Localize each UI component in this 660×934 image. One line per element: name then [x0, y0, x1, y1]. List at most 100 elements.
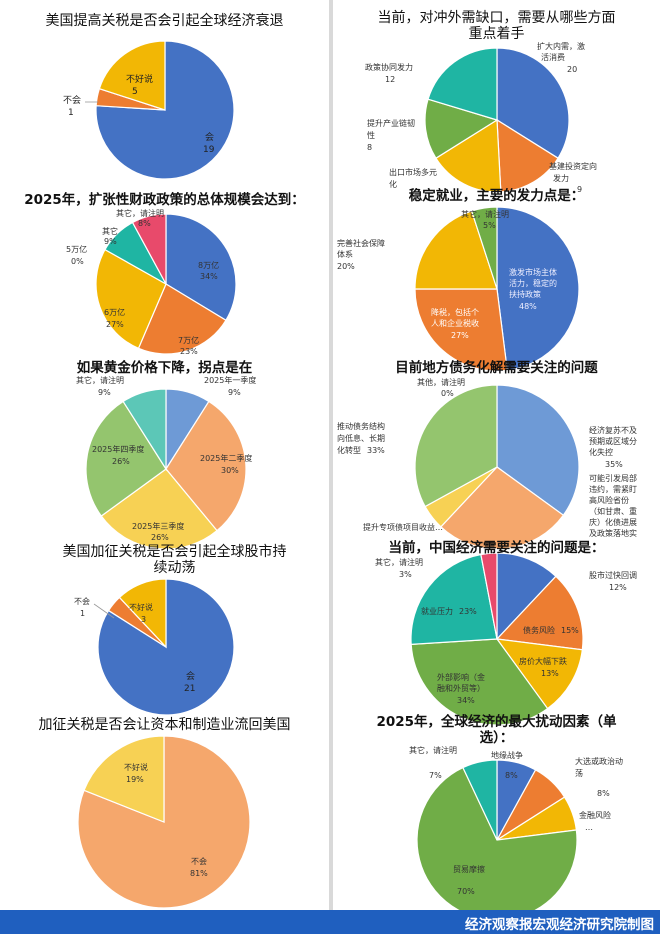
slice-label-5-0: 81% [190, 869, 208, 878]
slice-name-2-1: 7万亿 [178, 335, 199, 345]
slice-name-9-2: 房价大幅下跌 [519, 656, 567, 666]
slice-label-9-5: 3% [399, 570, 412, 579]
slice-label-9-2: 13% [541, 669, 559, 678]
slice-label-5-1: 19% [126, 775, 144, 784]
pie-slice-6-3 [424, 98, 499, 160]
slice-name-1-1: 不会 [63, 94, 81, 106]
slice-name-1-0: 会 [205, 131, 214, 143]
slice-name-6-3b: 性 [367, 130, 375, 140]
slice-label-8-0: 35% [605, 460, 623, 469]
chart-panel-5: 加征关税是否会让资本和制造业流回美国 不好说 19% 不会 81% [0, 712, 329, 910]
pie-slice-9-1 [495, 575, 584, 651]
chart-title-10: 2025年，全球经济的最大扰动因素（单选）： [376, 714, 617, 746]
slice-name-7-0b: 活力，稳定的 [509, 278, 557, 288]
pie-slice-3-3 [85, 400, 167, 517]
pie-chart-1: 不好说 5 不会 1 会 19 [63, 40, 235, 180]
slice-name-2-4: 其它 [102, 226, 118, 236]
slice-name-2-5: 其它，请注明 [116, 208, 164, 218]
slice-name-3-0: 2025年一季度 [204, 375, 256, 385]
slice-name-8-1b: 违约，需紧盯 [589, 484, 637, 494]
pie-chart-10: 其它，请注明 7% 地缘战争 8% 大选或政治动 荡 8% 金融风险 … 贸易摩… [409, 745, 623, 921]
slice-name-8-1e: 庆）化债进展 [589, 517, 637, 527]
slice-label-3-1: 30% [221, 466, 239, 475]
slice-name-6-0b: 活消费 [541, 52, 565, 62]
pie-chart-9: 其它，请注明 3% 股市过快回调 12% 就业压力 23% 债务风险 15% 房… [375, 552, 637, 726]
slice-name-5-0: 不会 [191, 856, 207, 866]
chart-title-1: 美国提高关税是否会引起全球经济衰退 [45, 13, 284, 29]
slice-label-10-3: 70% [457, 887, 475, 896]
slice-name-6-4: 政策协同发力 [365, 62, 413, 72]
slice-name-8-1a: 可能引发局部 [589, 473, 637, 483]
footer-banner: 经济观察报宏观经济研究院制图 [0, 910, 660, 934]
chart-panel-6: 当前，对冲外需缺口，需要从哪些方面重点着手 扩大内需，激 活消费 20 政策协同… [333, 0, 660, 195]
right-column: 当前，对冲外需缺口，需要从哪些方面重点着手 扩大内需，激 活消费 20 政策协同… [333, 0, 660, 921]
slice-label-2-0: 34% [200, 272, 218, 281]
slice-label-2-3: 0% [71, 257, 84, 266]
pie-chart-8: 其他，请注明 0% 推动债务结构 向低息、长期 化转型 33% 经济复苏不及 预… [337, 377, 637, 550]
chart-panel-7: 稳定就业，主要的发力点是： 其它，请注明 5% 完善社会保障 体系 20% 激发… [333, 185, 660, 372]
slice-name-10-1b: 荡 [575, 768, 583, 778]
slice-label-1-1: 1 [68, 108, 74, 118]
pie-slice-7-3 [470, 206, 498, 290]
pie-slice-7-1 [414, 288, 508, 372]
pie-slice-3-4 [122, 388, 167, 472]
slice-label-1-0: 19 [203, 145, 215, 155]
slice-name-9-0: 股市过快回调 [589, 570, 637, 580]
slice-label-9-4: 23% [459, 607, 477, 616]
pie-slice-7-2 [414, 210, 498, 290]
pie-slice-7-0 [496, 206, 580, 372]
slice-name-6-3a: 提升产业链韧 [367, 118, 415, 128]
slice-name-8-1d: （如甘肃、重 [589, 506, 637, 516]
chart-title-5: 加征关税是否会让资本和制造业流回美国 [38, 717, 291, 733]
pie-slice-3-2 [100, 468, 218, 550]
slice-label-2-1: 23% [180, 347, 198, 356]
chart-title-6: 当前，对冲外需缺口，需要从哪些方面重点着手 [377, 10, 616, 42]
slice-name-7-0c: 扶持政策 [509, 289, 541, 299]
slice-name-8-0c: 化失控 [589, 447, 613, 457]
pie-chart-5: 不好说 19% 不会 81% [77, 735, 251, 909]
pie-slice-8-1 [440, 466, 565, 550]
pie-chart-6: 扩大内需，激 活消费 20 政策协同发力 12 提升产业链韧 性 8 出口市场多… [365, 41, 597, 194]
chart-title-2: 2025年，扩张性财政政策的总体规模会达到： [24, 192, 305, 208]
slice-name-9-4: 就业压力 [421, 606, 453, 616]
slice-name-8-3b: 向低息、长期 [337, 433, 385, 443]
pie-slice-2-1 [137, 283, 227, 355]
slice-name-2-2: 6万亿 [104, 307, 125, 317]
slice-label-10-4: 7% [429, 771, 442, 780]
slice-name-9-3b: 融和外贸等） [437, 683, 485, 693]
slice-label-9-3: 34% [457, 696, 475, 705]
pie-slice-6-4 [427, 47, 498, 121]
slice-label-8-3: 33% [367, 446, 385, 455]
slice-name-8-2: 提升专项债项目收益… [363, 522, 443, 532]
slice-label-6-1: 9 [577, 185, 582, 194]
slice-name-3-1: 2025年二季度 [200, 453, 252, 463]
chart-panel-4: 美国加征关税是否会引起全球股市持续动荡 不好说 3 不会 1 会 21 [0, 540, 329, 720]
footer-credit: 经济观察报宏观经济研究院制图 [465, 917, 654, 933]
chart-panel-10: 2025年，全球经济的最大扰动因素（单选）： 其它，请注明 7% 地缘战争 8%… [333, 712, 660, 921]
slice-label-9-1: 15% [561, 626, 579, 635]
slice-label-2-5: 8% [138, 219, 151, 228]
slice-label-4-2: 3 [141, 615, 146, 624]
slice-label-7-3: 5% [483, 221, 496, 230]
slice-name-10-2: 金融风险 [579, 810, 611, 820]
pie-slice-6-1 [496, 118, 559, 193]
slice-name-6-1b: 发力 [553, 173, 569, 183]
slice-name-6-1a: 基建投资定向 [549, 161, 597, 171]
slice-name-2-0: 8万亿 [198, 260, 219, 270]
chart-panel-9: 当前，中国经济需要关注的问题是： 其它，请注明 3% 股市过快回调 12% 就业… [333, 540, 660, 726]
slice-label-7-0: 48% [519, 302, 537, 311]
pie-slice-2-0 [165, 213, 237, 322]
slice-name-6-2a: 出口市场多元 [389, 167, 437, 177]
pie-slice-8-3 [414, 384, 498, 508]
slice-label-2-4: 9% [104, 237, 117, 246]
chart-panel-1: 美国提高关税是否会引起全球经济衰退 不好说 5 不会 1 会 19 [0, 0, 329, 195]
slice-name-4-0: 会 [186, 670, 195, 682]
pie-slice-10-4 [462, 759, 498, 841]
slice-name-8-3c: 化转型 [337, 445, 361, 455]
slice-name-10-1a: 大选或政治动 [575, 756, 623, 766]
pie-chart-4: 不好说 3 不会 1 会 21 [74, 578, 235, 716]
chart-panel-2: 2025年，扩张性财政政策的总体规模会达到： 其它，请注明 8% 其它 9% 5… [0, 188, 329, 363]
chart-title-3: 如果黄金价格下降，拐点是在 [76, 360, 253, 376]
slice-name-9-3a: 外部影响（金 [437, 672, 485, 682]
slice-name-7-2b: 体系 [337, 249, 353, 259]
